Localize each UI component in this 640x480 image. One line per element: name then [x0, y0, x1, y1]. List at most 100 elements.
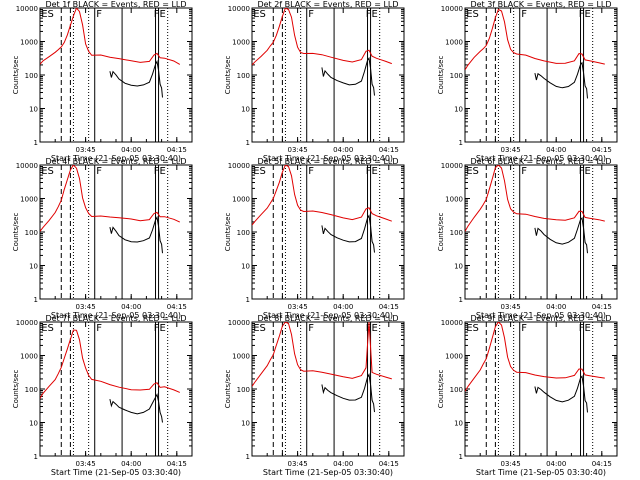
- y-tick-label: 1: [34, 296, 38, 304]
- y-tick-label: 1000: [232, 353, 250, 361]
- panel-title: Det 3f BLACK = Events, RED = LLD: [470, 0, 611, 9]
- plot-frame: [39, 321, 193, 457]
- panel-title: Det 5f BLACK = Events, RED = LLD: [257, 157, 398, 166]
- x-axis-label: Start Time (21-Sep-05 03:30:40): [263, 468, 393, 477]
- marker-label: FE: [154, 323, 166, 334]
- plot-frame: [464, 7, 618, 143]
- x-tick-label: 03:45: [501, 303, 521, 311]
- panel-det-1: Det 1f BLACK = Events, RED = LLD 1 10 100 10…: [12, 0, 193, 163]
- marker-label: F: [96, 166, 102, 177]
- y-tick-label: 10000: [16, 162, 38, 170]
- panel-title: Det 7f BLACK = Events, RED = LLD: [45, 314, 186, 323]
- x-axis-label: Start Time (21-Sep-05 03:30:40): [476, 311, 606, 320]
- plot-frame: [251, 321, 405, 457]
- marker-label: F: [308, 9, 314, 20]
- x-tick-label: 04:15: [592, 303, 612, 311]
- panel-det-2: Det 2f BLACK = Events, RED = LLD 1 10 100 10…: [224, 0, 405, 163]
- marker-label: FE: [579, 323, 591, 334]
- lld-series-line: [40, 8, 181, 65]
- lld-series-line: [40, 329, 180, 399]
- y-tick-label: 10000: [441, 319, 463, 327]
- x-tick-label: 04:00: [546, 146, 566, 154]
- y-axis-label: Counts/sec: [12, 56, 20, 95]
- y-tick-label: 1000: [232, 196, 250, 204]
- panel-title: Det 9f BLACK = Events, RED = LLD: [470, 314, 611, 323]
- y-axis-label: Counts/sec: [12, 213, 20, 252]
- x-tick-label: 03:45: [501, 460, 521, 468]
- marker-label: FE: [154, 166, 166, 177]
- marker-label: F: [308, 166, 314, 177]
- y-tick-label: 100: [237, 229, 250, 237]
- y-tick-label: 1000: [20, 196, 38, 204]
- y-tick-label: 1: [246, 139, 250, 147]
- x-tick-label: 04:00: [333, 460, 353, 468]
- panel-det-8: Det 8f BLACK = Events, RED = LLD 1 10 100 10…: [224, 314, 405, 477]
- marker-label: F: [521, 166, 527, 177]
- marker-label: F: [521, 9, 527, 20]
- x-tick-label: 04:15: [379, 460, 399, 468]
- events-series-line: [109, 393, 163, 423]
- x-axis-label: Start Time (21-Sep-05 03:30:40): [476, 154, 606, 163]
- y-axis-label: Counts/sec: [437, 370, 445, 409]
- marker-label: FE: [154, 9, 166, 20]
- panel-title: Det 8f BLACK = Events, RED = LLD: [257, 314, 398, 323]
- y-tick-label: 1: [34, 453, 38, 461]
- events-series-line: [321, 56, 375, 96]
- events-series-line: [109, 59, 163, 98]
- y-tick-label: 10: [29, 106, 38, 114]
- lld-series-line: [465, 165, 605, 232]
- events-series-line: [534, 375, 588, 413]
- lld-series-line: [252, 8, 392, 66]
- x-tick-label: 04:15: [379, 303, 399, 311]
- events-series-line: [321, 214, 375, 253]
- lld-series-line: [252, 165, 392, 226]
- y-tick-label: 10: [454, 420, 463, 428]
- marker-label: F: [308, 323, 314, 334]
- marker-label: ES: [41, 323, 54, 334]
- y-tick-label: 10: [241, 106, 250, 114]
- marker-label: FE: [579, 166, 591, 177]
- events-series-line: [109, 215, 163, 254]
- events-series-line: [321, 372, 375, 413]
- lld-series-line: [465, 322, 605, 392]
- marker-label: FE: [366, 9, 378, 20]
- y-tick-label: 10: [241, 263, 250, 271]
- y-tick-label: 10: [454, 263, 463, 271]
- marker-label: ES: [41, 9, 54, 20]
- marker-label: F: [96, 323, 102, 334]
- panel-det-6: Det 6f BLACK = Events, RED = LLD 1 10 100 10…: [437, 157, 618, 320]
- y-tick-label: 10: [241, 420, 250, 428]
- x-axis-label: Start Time (21-Sep-05 03:30:40): [51, 311, 181, 320]
- x-tick-label: 04:00: [333, 146, 353, 154]
- y-tick-label: 1000: [20, 39, 38, 47]
- x-axis-label: Start Time (21-Sep-05 03:30:40): [476, 468, 606, 477]
- y-tick-label: 1: [34, 139, 38, 147]
- x-axis-label: Start Time (21-Sep-05 03:30:40): [51, 468, 181, 477]
- x-tick-label: 04:00: [121, 303, 141, 311]
- y-tick-label: 1000: [445, 353, 463, 361]
- y-tick-label: 1000: [445, 196, 463, 204]
- x-tick-label: 04:15: [167, 303, 187, 311]
- y-tick-label: 1: [459, 453, 463, 461]
- y-tick-label: 1: [246, 453, 250, 461]
- y-axis-label: Counts/sec: [12, 370, 20, 409]
- lld-series-line: [465, 8, 605, 71]
- x-tick-label: 04:00: [546, 460, 566, 468]
- panel-det-9: Det 9f BLACK = Events, RED = LLD 1 10 100 10…: [437, 314, 618, 477]
- x-tick-label: 04:00: [546, 303, 566, 311]
- marker-label: FE: [366, 166, 378, 177]
- x-tick-label: 03:45: [76, 460, 96, 468]
- y-tick-label: 10: [454, 106, 463, 114]
- x-axis-label: Start Time (21-Sep-05 03:30:40): [263, 311, 393, 320]
- events-series-line: [534, 61, 588, 99]
- y-axis-label: Counts/sec: [437, 213, 445, 252]
- lld-series-line: [40, 165, 181, 232]
- y-tick-label: 100: [237, 386, 250, 394]
- x-tick-label: 04:15: [379, 146, 399, 154]
- panel-title: Det 2f BLACK = Events, RED = LLD: [257, 0, 398, 9]
- y-tick-label: 10000: [16, 319, 38, 327]
- plot-frame: [464, 164, 618, 300]
- y-tick-label: 1000: [20, 353, 38, 361]
- lld-series-line: [252, 322, 392, 387]
- marker-label: ES: [41, 166, 54, 177]
